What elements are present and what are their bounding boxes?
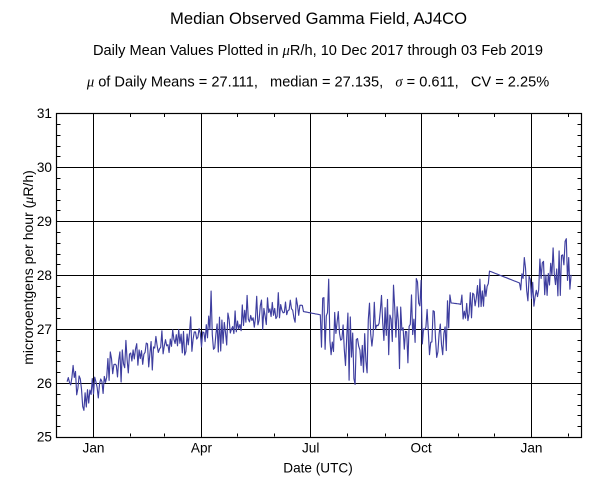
svg-text:28: 28 [37, 268, 52, 283]
svg-text:Jan: Jan [521, 441, 543, 456]
svg-text:30: 30 [37, 160, 53, 175]
svg-text:μ of Daily Means = 27.111, m: μ of Daily Means = 27.111, median = 27.1… [86, 75, 549, 91]
svg-text:Median Observed Gamma Field, A: Median Observed Gamma Field, AJ4CO [170, 9, 467, 28]
svg-text:26: 26 [37, 376, 52, 391]
svg-text:Jul: Jul [302, 441, 319, 456]
svg-text:Daily Mean Values Plotted in μ: Daily Mean Values Plotted in μR/h, 10 De… [93, 43, 543, 59]
svg-text:29: 29 [37, 214, 52, 229]
svg-text:27: 27 [37, 322, 52, 337]
svg-text:Jan: Jan [83, 441, 105, 456]
svg-text:Date (UTC): Date (UTC) [283, 461, 352, 476]
svg-text:Oct: Oct [411, 441, 432, 456]
svg-text:Apr: Apr [191, 441, 213, 456]
svg-text:25: 25 [37, 430, 52, 445]
svg-text:microroentgens per hour (μR/h): microroentgens per hour (μR/h) [20, 170, 37, 365]
svg-text:31: 31 [37, 106, 52, 121]
